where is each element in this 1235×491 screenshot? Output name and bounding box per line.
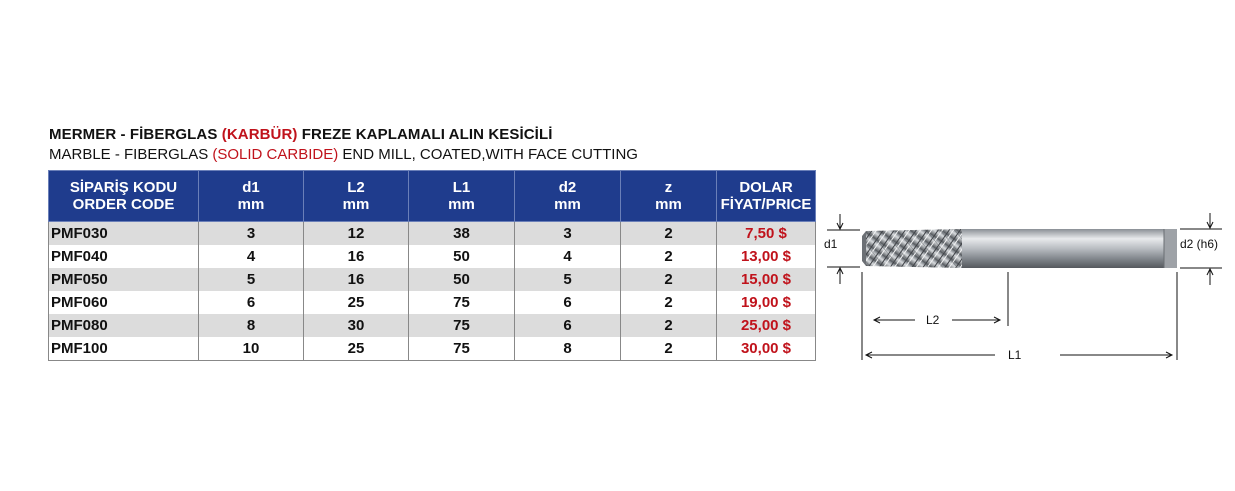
d1-dimension: [827, 214, 860, 284]
cell-l1: 75: [408, 314, 515, 337]
cell-l1: 75: [408, 291, 515, 314]
cell-d2: 4: [514, 245, 621, 268]
table-row: PMF030 3 12 38 3 2 7,50 $: [48, 221, 816, 245]
table-row: PMF100 10 25 75 8 2 30,00 $: [48, 337, 816, 361]
d1-label: d1: [824, 237, 838, 251]
l2-dimension: [861, 272, 1009, 360]
cell-l1: 50: [408, 268, 515, 291]
cell-l1: 75: [408, 337, 515, 361]
header-z: z mm: [620, 170, 717, 222]
title-english: MARBLE - FIBERGLAS (SOLID CARBIDE) END M…: [49, 146, 638, 163]
table-row: PMF050 5 16 50 5 2 15,00 $: [48, 268, 816, 291]
l2-label: L2: [926, 313, 940, 327]
tool-flutes: [862, 229, 962, 268]
table-row: PMF080 8 30 75 6 2 25,00 $: [48, 314, 816, 337]
cell-l2: 12: [303, 221, 409, 245]
cell-price: 25,00 $: [716, 314, 816, 337]
cell-l1: 50: [408, 245, 515, 268]
cell-code: PMF080: [48, 314, 199, 337]
cell-price: 7,50 $: [716, 221, 816, 245]
l1-dimension: [864, 272, 1178, 360]
cell-d1: 3: [198, 221, 304, 245]
cell-d2: 6: [514, 291, 621, 314]
cell-l2: 16: [303, 268, 409, 291]
cell-d2: 8: [514, 337, 621, 361]
cell-d1: 10: [198, 337, 304, 361]
header-price: DOLAR FİYAT/PRICE: [716, 170, 816, 222]
title-block: MERMER - FİBERGLAS (KARBÜR) FREZE KAPLAM…: [49, 125, 809, 164]
cell-code: PMF040: [48, 245, 199, 268]
cell-l2: 16: [303, 245, 409, 268]
cell-z: 2: [620, 245, 717, 268]
cell-l2: 25: [303, 291, 409, 314]
cell-price: 13,00 $: [716, 245, 816, 268]
cell-l1: 38: [408, 221, 515, 245]
cell-d2: 3: [514, 221, 621, 245]
cell-code: PMF060: [48, 291, 199, 314]
cell-code: PMF050: [48, 268, 199, 291]
cell-price: 15,00 $: [716, 268, 816, 291]
cell-d1: 4: [198, 245, 304, 268]
cell-z: 2: [620, 337, 717, 361]
header-l1: L1 mm: [408, 170, 515, 222]
header-order-code: SİPARİŞ KODU ORDER CODE: [48, 170, 199, 222]
l1-label: L1: [1008, 348, 1022, 362]
header-d2: d2 mm: [514, 170, 621, 222]
spec-table: SİPARİŞ KODU ORDER CODE d1 mm L2 mm L1 mm d2…: [48, 170, 816, 361]
cell-l2: 25: [303, 337, 409, 361]
cell-z: 2: [620, 221, 717, 245]
cell-z: 2: [620, 314, 717, 337]
cell-d1: 6: [198, 291, 304, 314]
cell-z: 2: [620, 268, 717, 291]
table-header-row: SİPARİŞ KODU ORDER CODE d1 mm L2 mm L1 mm d2…: [48, 170, 816, 222]
cell-d1: 5: [198, 268, 304, 291]
cell-code: PMF100: [48, 337, 199, 361]
cell-l2: 30: [303, 314, 409, 337]
tool-shank: [962, 229, 1177, 268]
cell-d2: 5: [514, 268, 621, 291]
header-d1: d1 mm: [198, 170, 304, 222]
cell-d1: 8: [198, 314, 304, 337]
d2-dimension: [1180, 213, 1222, 285]
cell-price: 19,00 $: [716, 291, 816, 314]
cell-d2: 6: [514, 314, 621, 337]
cell-code: PMF030: [48, 221, 199, 245]
table-row: PMF060 6 25 75 6 2 19,00 $: [48, 291, 816, 314]
title-turkish: MERMER - FİBERGLAS (KARBÜR) FREZE KAPLAM…: [49, 126, 553, 143]
cell-z: 2: [620, 291, 717, 314]
table-row: PMF040 4 16 50 4 2 13,00 $: [48, 245, 816, 268]
header-l2: L2 mm: [303, 170, 409, 222]
cell-price: 30,00 $: [716, 337, 816, 361]
d2-label: d2 (h6): [1180, 237, 1218, 251]
